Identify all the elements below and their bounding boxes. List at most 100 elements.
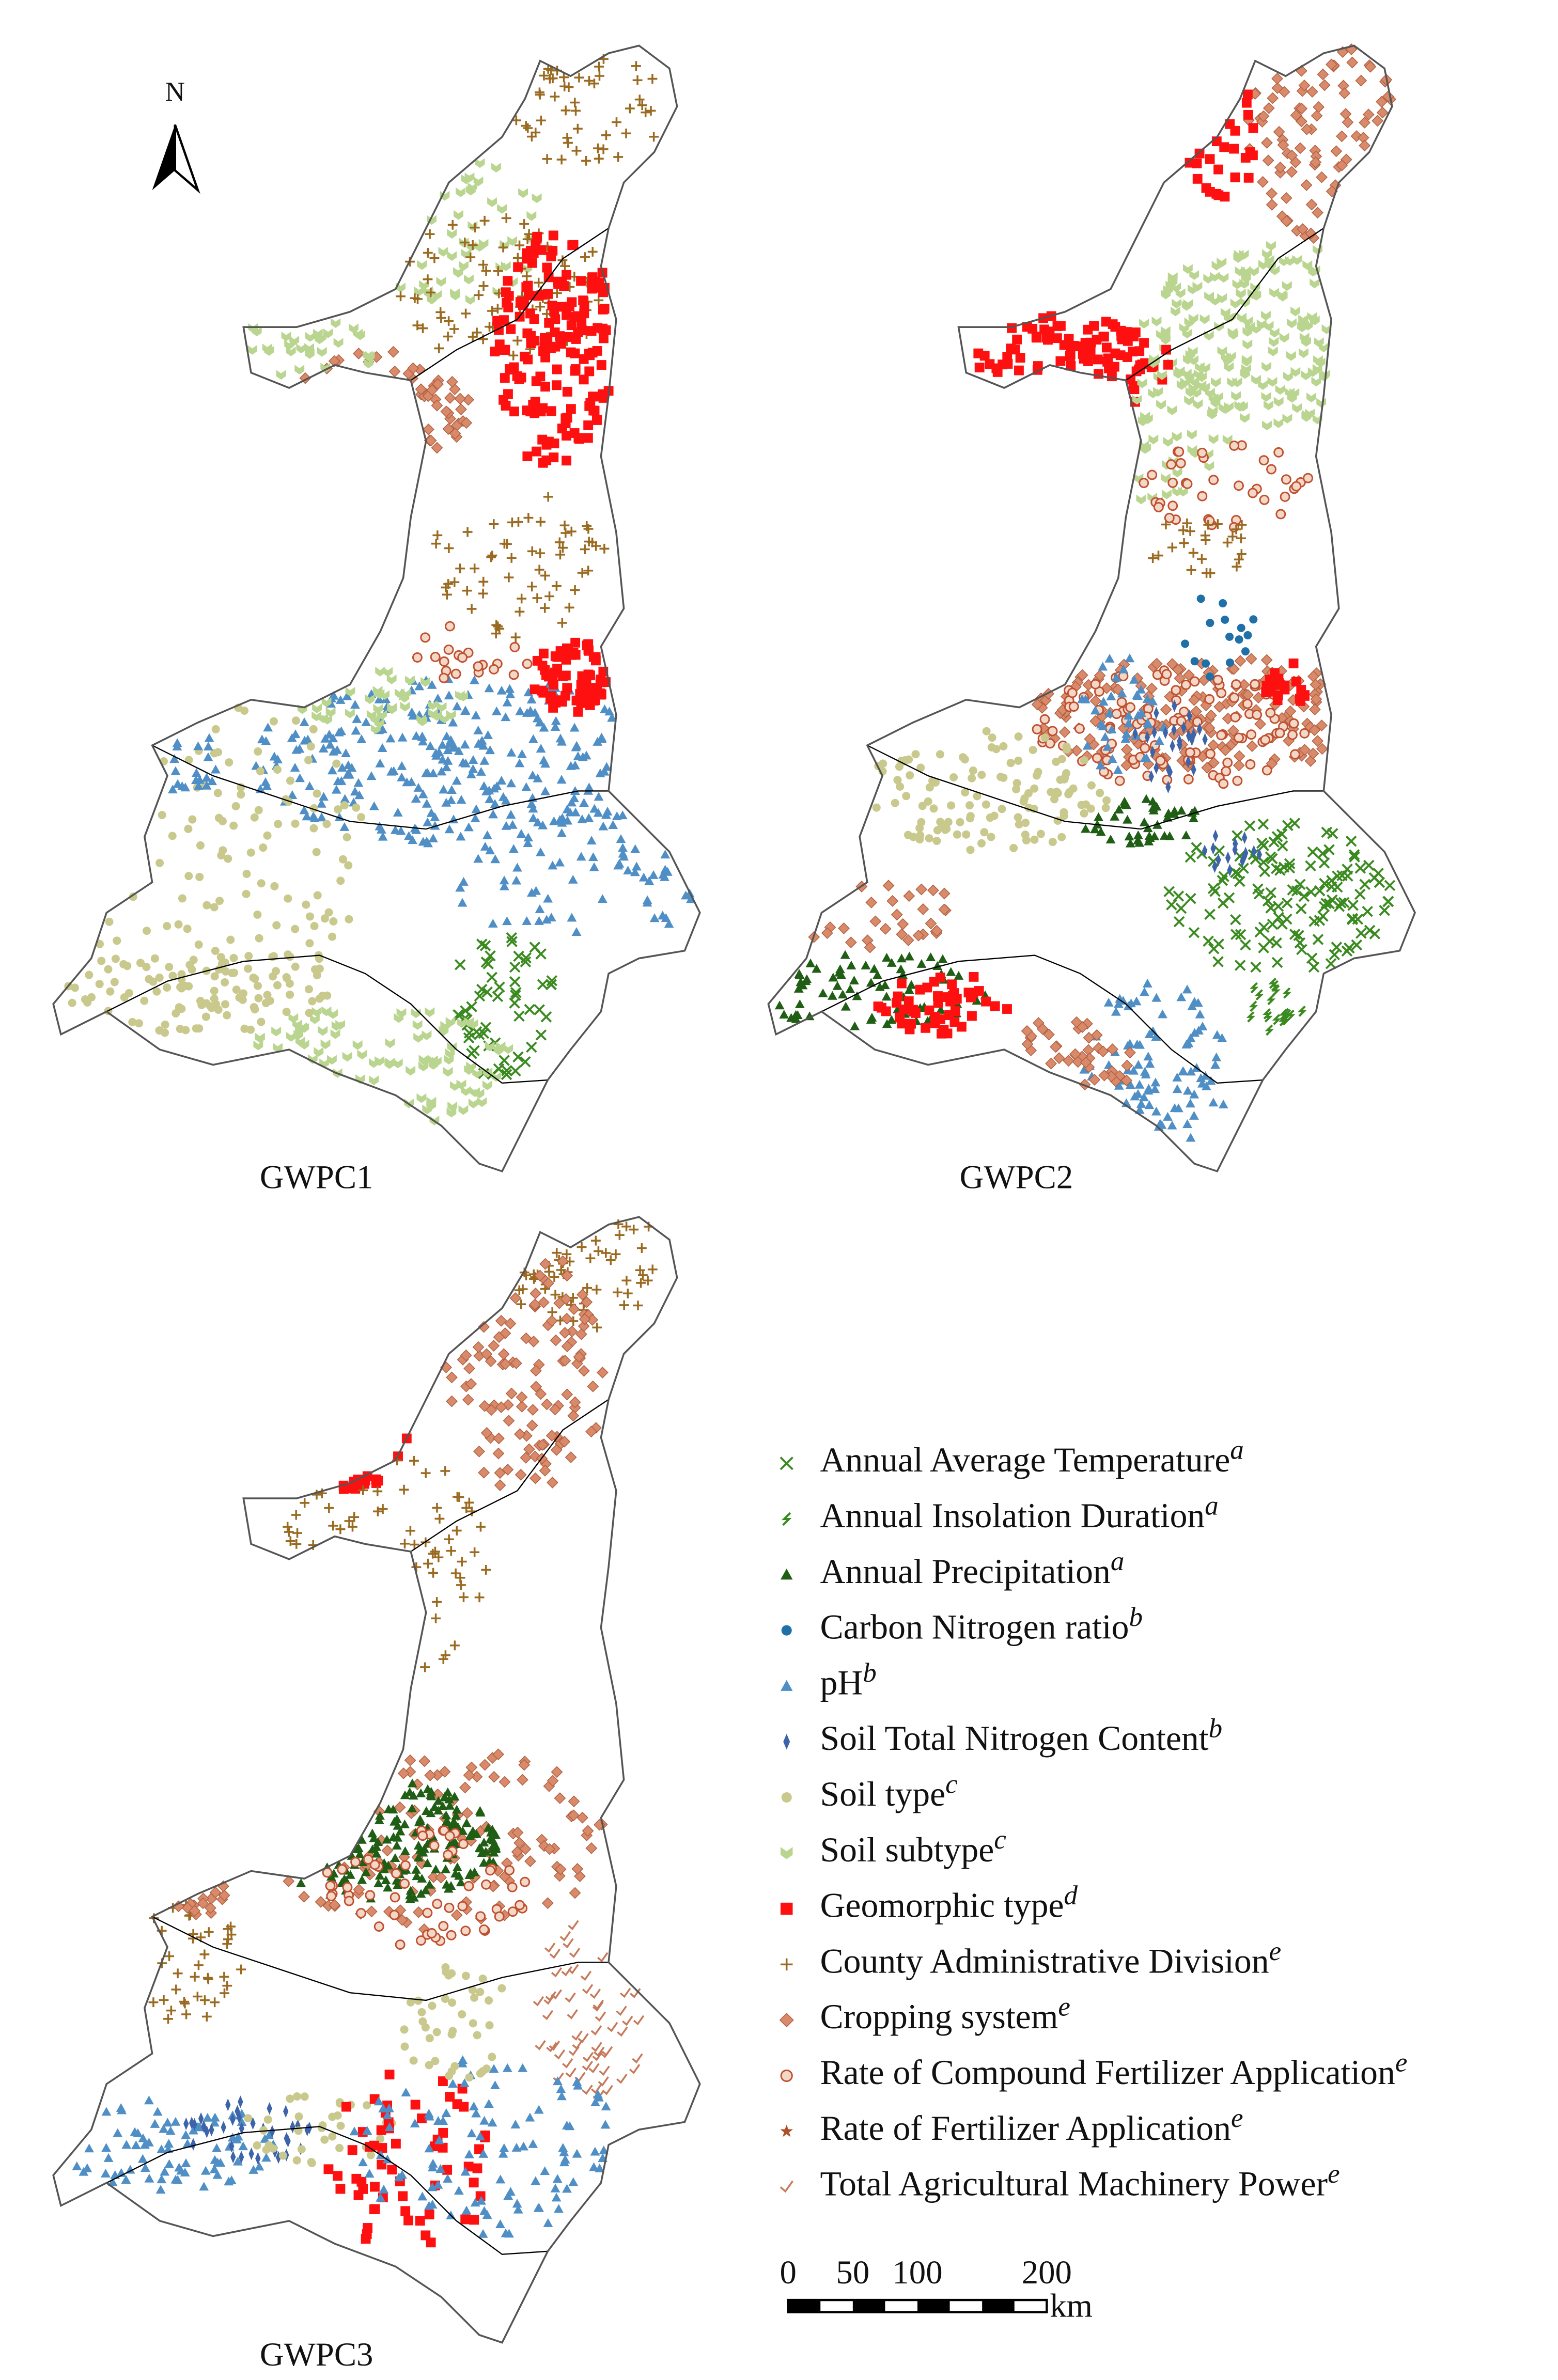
marker	[200, 2166, 211, 2175]
marker	[291, 962, 300, 971]
marker	[1055, 356, 1066, 366]
marker	[446, 375, 458, 388]
marker	[443, 745, 453, 755]
marker	[886, 958, 897, 967]
marker	[306, 742, 315, 751]
marker	[439, 1765, 451, 1778]
marker	[1249, 615, 1258, 624]
marker	[465, 1378, 477, 1390]
marker	[1195, 1009, 1205, 1019]
marker	[459, 1781, 471, 1794]
marker	[1196, 1073, 1206, 1083]
marker	[1031, 332, 1041, 341]
marker	[294, 365, 305, 375]
marker	[1286, 1009, 1296, 1021]
marker	[379, 1864, 390, 1873]
marker	[1315, 357, 1326, 368]
marker	[1263, 102, 1275, 114]
marker	[1143, 1086, 1154, 1095]
marker	[238, 2151, 244, 2164]
marker	[1185, 1099, 1195, 1108]
marker	[498, 2149, 508, 2158]
marker	[209, 2118, 220, 2127]
marker	[1200, 530, 1210, 541]
legend-label: Annual Insolation Duration	[820, 1496, 1205, 1535]
marker	[329, 691, 339, 700]
marker	[244, 952, 253, 961]
marker	[1217, 293, 1227, 303]
marker	[1144, 1029, 1155, 1038]
marker	[1164, 691, 1176, 703]
marker	[204, 1927, 214, 1937]
marker	[556, 775, 567, 784]
marker	[587, 246, 598, 257]
marker	[340, 801, 349, 810]
marker	[1230, 299, 1240, 308]
marker	[535, 548, 546, 558]
marker	[309, 725, 318, 733]
marker	[1045, 1057, 1057, 1070]
marker	[260, 2134, 270, 2143]
marker	[1163, 808, 1174, 818]
marker	[1190, 657, 1199, 666]
scale-bar-segment	[788, 2300, 821, 2312]
marker	[576, 698, 586, 708]
marker	[444, 543, 454, 553]
marker	[425, 229, 435, 239]
marker	[400, 1846, 410, 1855]
marker	[207, 776, 217, 786]
marker	[344, 1896, 354, 1906]
marker	[1299, 333, 1310, 342]
marker	[316, 798, 326, 808]
marker	[916, 959, 927, 968]
marker	[417, 1830, 428, 1841]
marker	[520, 1332, 532, 1344]
marker	[1283, 1009, 1292, 1021]
marker	[1213, 845, 1225, 857]
marker	[893, 776, 902, 785]
marker	[550, 2183, 560, 2193]
marker	[974, 986, 984, 996]
marker	[1151, 316, 1162, 326]
marker	[513, 1010, 525, 1022]
marker	[579, 1313, 591, 1325]
marker	[478, 260, 488, 270]
marker	[382, 1835, 392, 1844]
marker	[938, 903, 951, 916]
marker	[578, 1365, 590, 1377]
marker	[437, 702, 447, 712]
marker	[1372, 115, 1384, 127]
marker	[786, 1013, 796, 1022]
marker	[1279, 256, 1289, 267]
marker	[1010, 345, 1020, 355]
marker	[181, 2009, 191, 2019]
marker	[536, 516, 546, 527]
marker	[506, 553, 517, 563]
marker	[357, 1875, 367, 1884]
marker	[110, 978, 119, 987]
marker	[962, 830, 971, 839]
marker	[589, 862, 599, 871]
marker	[485, 950, 496, 962]
marker	[261, 736, 271, 745]
marker	[188, 2125, 198, 2135]
marker	[257, 879, 266, 888]
marker	[515, 606, 525, 617]
marker	[1111, 672, 1121, 682]
marker	[411, 794, 421, 803]
marker	[436, 277, 446, 287]
marker	[506, 2187, 516, 2196]
marker	[1232, 843, 1238, 856]
marker	[1308, 916, 1320, 927]
marker	[124, 989, 133, 997]
marker	[522, 451, 533, 461]
marker	[1268, 346, 1278, 356]
marker	[526, 888, 537, 897]
marker	[491, 629, 501, 639]
marker	[1257, 818, 1269, 830]
marker	[1271, 957, 1283, 968]
marker	[138, 2133, 148, 2142]
marker	[1354, 863, 1366, 874]
marker	[1250, 679, 1260, 690]
marker	[515, 297, 525, 307]
